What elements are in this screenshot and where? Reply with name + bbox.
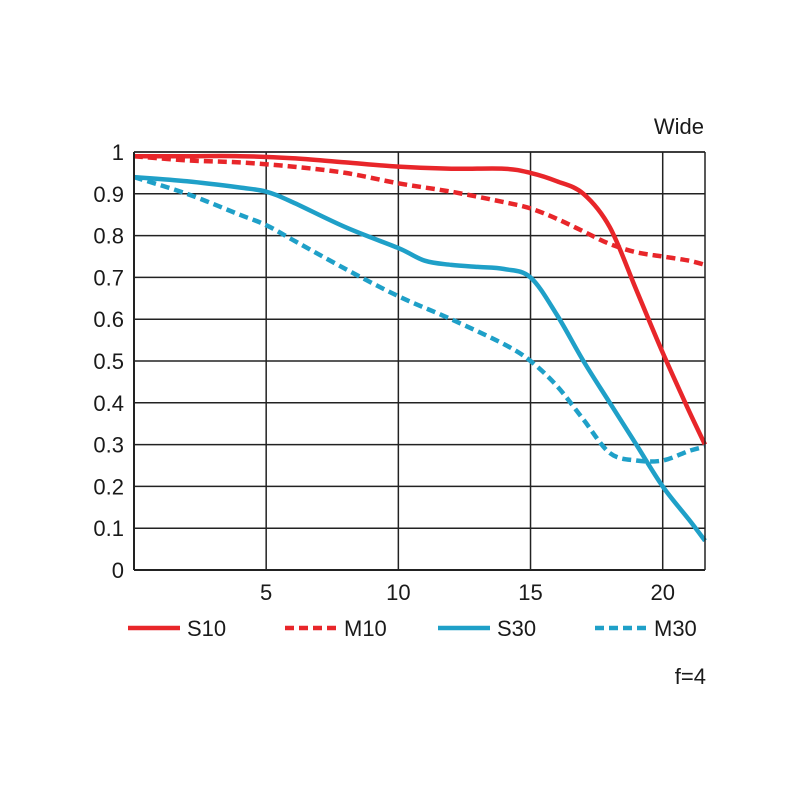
legend-label-m30: M30 (654, 616, 697, 641)
series-line-m10 (133, 153, 706, 268)
x-tick-label: 15 (518, 580, 542, 605)
series-line-s30 (133, 174, 707, 543)
legend-label-s30: S30 (497, 616, 536, 641)
x-tick-label: 20 (650, 580, 674, 605)
y-tick-label: 0 (112, 558, 124, 583)
axes: 00.10.20.30.40.50.60.70.80.915 10 15 20 (93, 140, 706, 605)
legend-label-s10: S10 (187, 616, 226, 641)
y-tick-label: 0.6 (93, 307, 124, 332)
series-line-m30 (133, 174, 706, 464)
grid (134, 151, 705, 571)
chart-title: Wide (654, 114, 704, 139)
y-tick-label: 0.3 (93, 433, 124, 458)
legend-label-m10: M10 (344, 616, 387, 641)
x-tick-label: 10 (386, 580, 410, 605)
series-line-s10 (134, 153, 708, 446)
y-tick-label: 0.7 (93, 265, 124, 290)
x-tick-label: 5 (260, 580, 272, 605)
y-tick-label: 0.8 (93, 224, 124, 249)
legend: S10 M10 S30 M30 (128, 616, 697, 641)
y-tick-label: 0.9 (93, 182, 124, 207)
y-tick-label: 1 (112, 140, 124, 165)
chart-footnote: f=4 (675, 664, 706, 689)
y-tick-label: 0.4 (93, 391, 124, 416)
y-tick-label: 0.1 (93, 516, 124, 541)
y-tick-label: 0.2 (93, 474, 124, 499)
y-tick-label: 0.5 (93, 349, 124, 374)
series-lines (133, 153, 708, 543)
